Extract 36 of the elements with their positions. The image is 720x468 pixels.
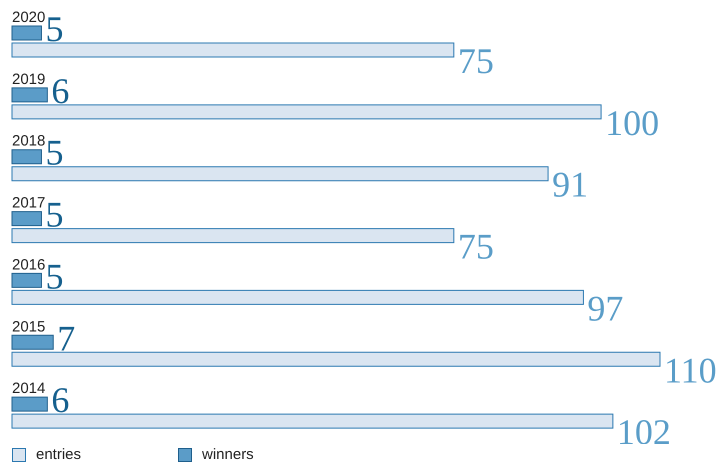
legend-label: entries xyxy=(36,446,82,463)
data-label: 5 xyxy=(45,194,64,235)
bar xyxy=(12,87,48,102)
data-label: 6 xyxy=(51,70,70,111)
y-tick-label: 2017 xyxy=(12,194,46,212)
data-label: 5 xyxy=(45,132,64,173)
bar xyxy=(12,211,42,226)
y-tick-label: 2019 xyxy=(12,70,46,88)
bar xyxy=(12,414,614,429)
bar xyxy=(12,396,48,412)
y-tick-label: 2015 xyxy=(12,318,46,336)
data-label: 75 xyxy=(458,41,494,81)
bar xyxy=(12,149,42,164)
bar xyxy=(12,352,660,367)
bar xyxy=(12,42,454,58)
bar xyxy=(12,272,42,288)
bar xyxy=(12,166,549,182)
bar xyxy=(12,26,42,40)
bar xyxy=(12,334,54,350)
data-label: 5 xyxy=(45,256,64,296)
data-label: 110 xyxy=(664,350,717,390)
legend-label: winners xyxy=(202,446,254,463)
data-label: 91 xyxy=(552,164,588,205)
y-tick-label: 2016 xyxy=(12,256,46,274)
y-tick-label: 2020 xyxy=(12,9,46,26)
data-label: 6 xyxy=(51,380,70,420)
y-tick-label: 2018 xyxy=(12,132,46,150)
data-label: 5 xyxy=(45,9,64,49)
bar xyxy=(12,290,584,305)
data-label: 100 xyxy=(605,102,660,143)
data-label: 7 xyxy=(57,318,76,358)
bar xyxy=(12,104,602,120)
data-label: 75 xyxy=(458,226,494,267)
data-label: 97 xyxy=(587,288,624,328)
bar xyxy=(12,228,454,244)
y-tick-label: 2014 xyxy=(12,380,46,398)
